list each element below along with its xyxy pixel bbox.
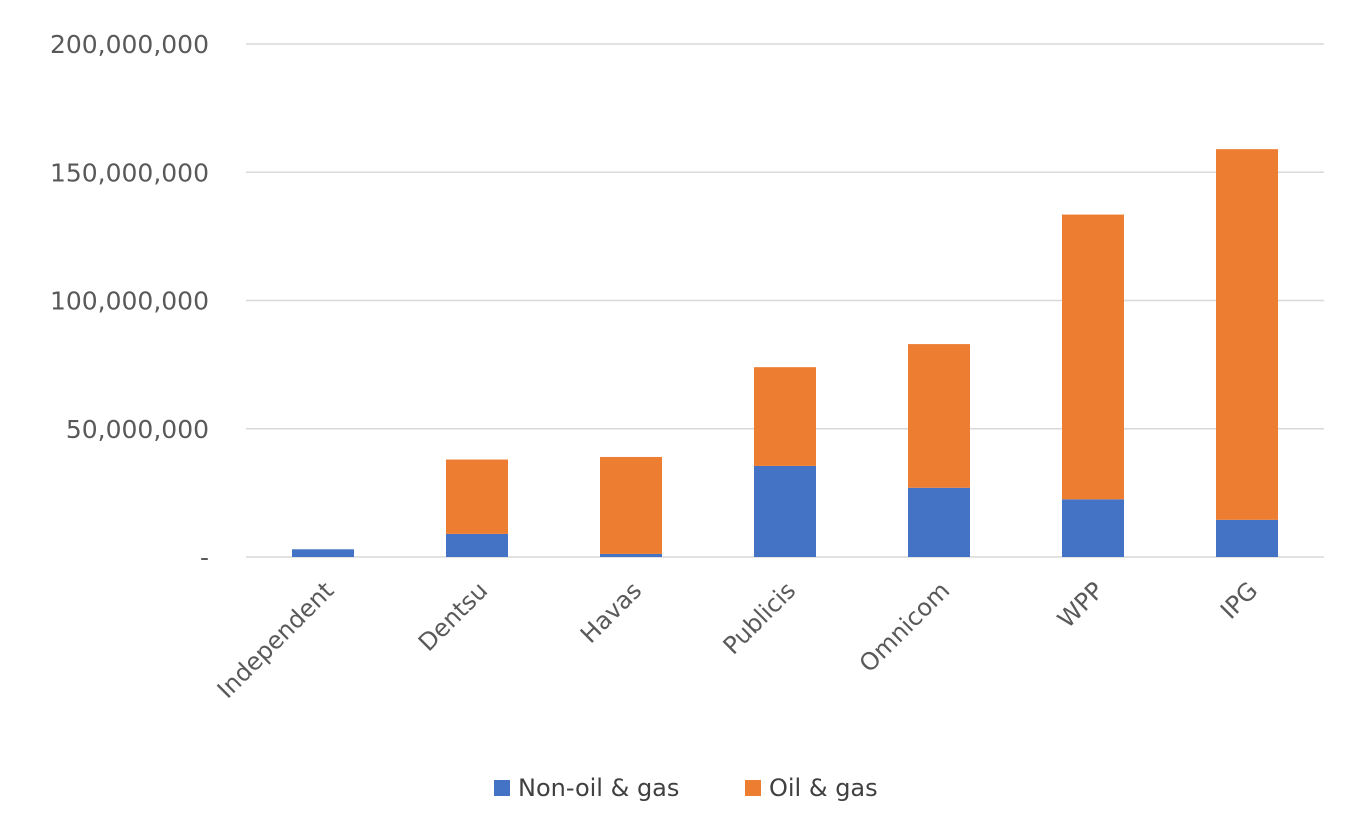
bar-ipg-oil-gas <box>1216 149 1278 520</box>
bar-dentsu-oil-gas <box>446 459 508 534</box>
bar-wpp-oil-gas <box>1062 214 1124 500</box>
x-tick-label: IPG <box>1215 576 1263 624</box>
legend-swatch <box>494 780 510 796</box>
bar-omnicom-non-oil-gas <box>908 487 970 557</box>
x-tick-label: Havas <box>575 576 647 648</box>
bar-havas-oil-gas <box>600 456 662 554</box>
bar-dentsu-non-oil-gas <box>446 533 508 557</box>
x-axis-ticks: Independent Dentsu Havas Publicis Omnicom WPP… <box>212 576 1263 703</box>
y-axis-ticks: - 50,000,000 100,000,000 150,000,000 200,000… <box>50 30 209 572</box>
bar-independent-non-oil-gas <box>292 549 354 557</box>
legend-swatch <box>745 780 761 796</box>
bar-ipg-non-oil-gas <box>1216 519 1278 557</box>
x-tick-label: Omnicom <box>854 576 955 677</box>
gridlines <box>246 43 1324 558</box>
y-tick-label: 150,000,000 <box>50 158 209 187</box>
bar-publicis-oil-gas <box>754 367 816 466</box>
legend: Non-oil & gas Oil & gas <box>494 774 878 802</box>
y-tick-label: 100,000,000 <box>50 287 209 316</box>
y-tick-label: 50,000,000 <box>66 415 209 444</box>
y-tick-label: - <box>200 543 209 572</box>
legend-label: Oil & gas <box>769 774 878 802</box>
bar-havas-non-oil-gas <box>600 553 662 557</box>
x-tick-label: Publicis <box>718 576 802 660</box>
x-tick-label: WPP <box>1052 576 1109 633</box>
x-tick-label: Independent <box>212 576 339 703</box>
bars <box>292 149 1278 557</box>
bar-wpp-non-oil-gas <box>1062 499 1124 557</box>
bar-publicis-non-oil-gas <box>754 465 816 557</box>
legend-label: Non-oil & gas <box>518 774 679 802</box>
y-tick-label: 200,000,000 <box>50 30 209 59</box>
bar-omnicom-oil-gas <box>908 344 970 488</box>
x-tick-label: Dentsu <box>413 576 493 656</box>
